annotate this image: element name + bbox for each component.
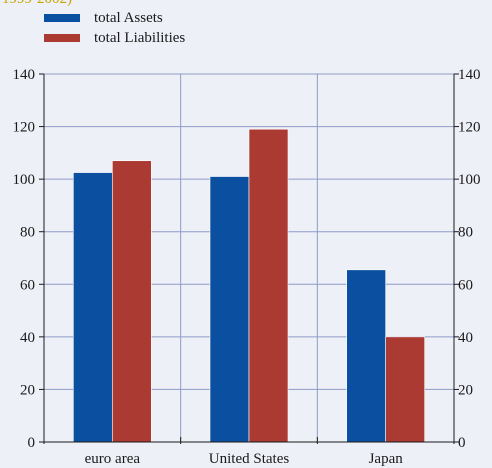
legend-swatch-liabilities [44, 34, 80, 42]
y-tick-label-left: 80 [20, 225, 35, 241]
bars [73, 128, 425, 443]
bar-assets-2 [346, 269, 386, 443]
y-tick-label-left: 60 [20, 277, 35, 293]
bar-liabilities-0 [112, 160, 152, 443]
legend-item-liabilities: total Liabilities [44, 28, 185, 48]
x-tick-label: United States [209, 451, 290, 467]
y-tick-label-right: 80 [458, 225, 473, 241]
x-tick-label: euro area [85, 451, 141, 467]
bar-liabilities-1 [248, 128, 289, 443]
y-tick-label-left: 40 [20, 330, 35, 346]
y-tick-label-right: 100 [458, 172, 481, 188]
y-tick-label-right: 40 [458, 330, 473, 346]
bar-assets-1 [209, 176, 250, 443]
legend-label-assets: total Assets [94, 9, 163, 26]
legend-item-assets: total Assets [44, 8, 185, 28]
x-tick-label: Japan [369, 451, 404, 467]
bar-assets-0 [73, 172, 113, 443]
axes [39, 73, 459, 444]
chart-subtitle-fragment: 1999-2002) [2, 0, 72, 8]
legend-swatch-assets [44, 14, 80, 22]
legend: total Assets total Liabilities [44, 8, 185, 48]
legend-label-liabilities: total Liabilities [94, 29, 186, 46]
y-tick-label-right: 120 [458, 120, 481, 136]
y-tick-label-left: 140 [13, 67, 36, 83]
y-tick-label-right: 20 [458, 382, 473, 398]
tick-labels: 0 0 20 20 40 40 60 60 80 80 100 100 120 120 140 140 euro… [13, 67, 481, 467]
y-tick-label-right: 140 [458, 67, 481, 83]
y-tick-label-left: 100 [13, 172, 36, 188]
y-tick-label-right: 0 [458, 435, 466, 451]
y-tick-label-left: 120 [13, 120, 36, 136]
y-tick-label-left: 0 [28, 435, 36, 451]
y-tick-label-right: 60 [458, 277, 473, 293]
bar-liabilities-2 [385, 336, 425, 443]
y-tick-label-left: 20 [20, 382, 35, 398]
